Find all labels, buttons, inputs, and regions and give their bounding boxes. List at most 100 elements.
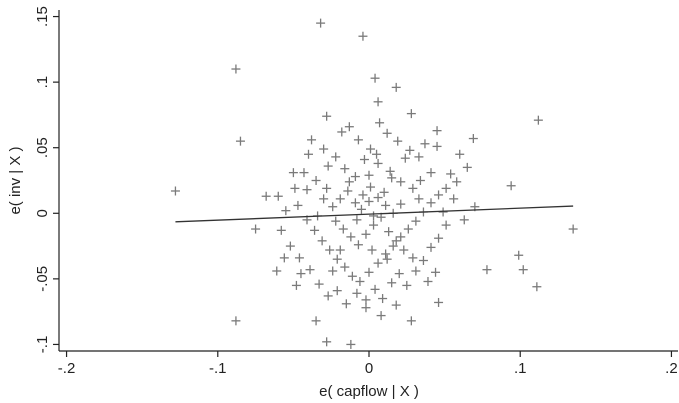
scatter-point <box>358 190 368 200</box>
scatter-point <box>344 122 354 132</box>
scatter-point <box>361 303 371 313</box>
scatter-point <box>322 337 332 347</box>
scatter-point <box>235 136 245 146</box>
scatter-point <box>396 177 406 187</box>
scatter-point <box>353 240 363 250</box>
scatter-point <box>370 73 380 83</box>
scatter-point <box>455 149 465 159</box>
scatter-point <box>319 194 329 204</box>
scatter-point <box>408 253 418 263</box>
scatter-point <box>361 295 371 305</box>
scatter-point <box>373 158 383 168</box>
scatter-point <box>272 266 282 276</box>
scatter-point <box>261 191 271 201</box>
scatter-point <box>391 300 401 310</box>
scatter-point <box>399 245 409 255</box>
scatter-point <box>408 183 418 193</box>
scatter-point <box>369 211 379 221</box>
scatter-point <box>482 265 492 275</box>
scatter-point <box>170 186 180 196</box>
scatter-point <box>452 177 462 187</box>
scatter-point <box>325 245 335 255</box>
scatter-point <box>366 144 376 154</box>
scatter-point <box>426 198 436 208</box>
scatter-point <box>411 266 421 276</box>
scatter-point <box>382 128 392 138</box>
scatter-point <box>273 191 283 201</box>
scatter-point <box>381 249 391 259</box>
scatter-point <box>356 204 366 214</box>
scatter-point <box>346 339 356 349</box>
scatter-point <box>418 256 428 266</box>
scatter-point <box>340 164 350 174</box>
scatter-point <box>364 170 374 180</box>
scatter-point <box>431 267 441 277</box>
scatter-point <box>276 225 286 235</box>
scatter-point <box>231 316 241 326</box>
scatter-point <box>305 265 315 275</box>
y-tick-label: -.05 <box>34 266 51 292</box>
scatter-point <box>281 206 291 216</box>
scatter-point <box>344 177 354 187</box>
y-tick-label: .1 <box>34 76 51 89</box>
scatter-point <box>402 280 412 290</box>
fitted-line <box>175 205 574 223</box>
scatter-point <box>406 316 416 326</box>
scatter-point <box>364 196 374 206</box>
scatter-point <box>299 168 309 178</box>
scatter-point <box>568 224 578 234</box>
y-axis-title: e( inv | X ) <box>7 146 24 214</box>
y-tick-label: -.1 <box>34 336 51 354</box>
scatter-point <box>347 271 357 281</box>
scatter-point <box>338 224 348 234</box>
scatter-point <box>384 227 394 237</box>
scatter-point <box>379 187 389 197</box>
scatter-point <box>434 233 444 243</box>
scatter-point <box>328 202 338 212</box>
scatter-point <box>251 224 261 234</box>
scatter-point <box>533 115 543 125</box>
scatter-point <box>518 265 528 275</box>
y-tick-label: .05 <box>34 137 51 158</box>
scatter-point <box>381 200 391 210</box>
scatter-point <box>426 168 436 178</box>
scatter-point <box>426 242 436 252</box>
x-axis-title: e( capflow | X ) <box>319 383 419 400</box>
x-ticks: -.2 -.1 0 .1 .2 <box>58 351 678 377</box>
scatter-point <box>323 291 333 301</box>
scatter-point <box>391 236 401 246</box>
scatter-point <box>364 267 374 277</box>
scatter-point <box>388 241 398 251</box>
scatter-point <box>346 232 356 242</box>
scatter-point <box>376 311 386 321</box>
scatter-point <box>279 253 289 263</box>
scatter-point <box>361 229 371 239</box>
scatter-point <box>343 186 353 196</box>
scatter-point <box>393 136 403 146</box>
scatter-point <box>350 198 360 208</box>
scatter-point <box>353 135 363 145</box>
scatter-point <box>355 276 365 286</box>
scatter-point <box>335 245 345 255</box>
scatter-point <box>468 134 478 144</box>
scatter-point <box>432 126 442 136</box>
scatter-point <box>285 241 295 251</box>
scatter-point <box>331 216 341 226</box>
scatter-point <box>405 145 415 155</box>
scatter-point <box>373 193 383 203</box>
scatter-point <box>441 183 451 193</box>
scatter-point <box>332 254 342 264</box>
scatter-point <box>373 258 383 268</box>
scatter-point <box>432 141 442 151</box>
scatter-point <box>290 183 300 193</box>
y-tick-label: .15 <box>34 6 51 27</box>
y-tick-label: 0 <box>34 209 51 217</box>
y-ticks: -.1 -.05 0 .05 .1 .15 <box>34 6 59 353</box>
scatter-point <box>414 194 424 204</box>
scatter-point <box>352 215 362 225</box>
scatter-point <box>406 109 416 119</box>
scatter-point <box>366 182 376 192</box>
scatter-point <box>378 294 388 304</box>
